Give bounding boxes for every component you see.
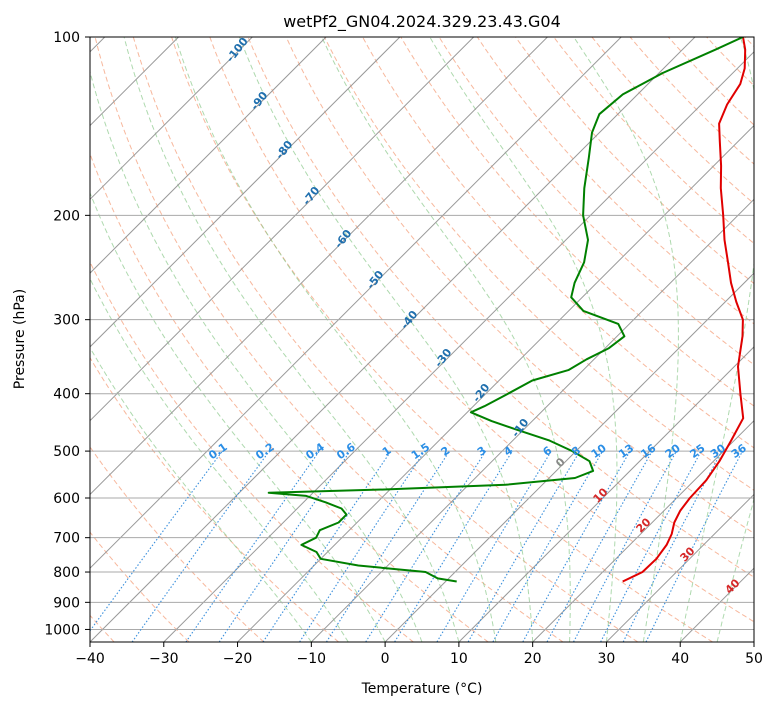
x-tick-label: 40	[671, 651, 689, 667]
isotherm-line	[753, 641, 754, 642]
y-tick-label: 400	[53, 387, 80, 403]
moist-adiabat	[679, 37, 754, 642]
mixing-ratio-line	[546, 450, 653, 642]
moist-adiabat	[90, 191, 386, 642]
mixing-ratio-line	[262, 450, 392, 642]
dry-adiabat	[209, 37, 754, 623]
moist-adiabat	[573, 37, 679, 642]
moist-adiabat	[239, 37, 534, 642]
dry-adiabat	[323, 37, 754, 491]
mixing-ratio-line	[90, 450, 223, 632]
x-tick-label: 20	[524, 651, 542, 667]
mixing-ratio-line	[218, 450, 351, 642]
mixing-ratio-line	[645, 450, 743, 642]
isotherm-line	[606, 493, 754, 642]
mixing-ratio-line	[299, 450, 426, 642]
mixing-ratio-line	[622, 450, 723, 642]
y-tick-label: 200	[53, 208, 80, 224]
dry-adiabat	[90, 531, 190, 642]
isotherm-line	[90, 37, 327, 274]
y-tick-label: 900	[53, 595, 80, 611]
isotherm-line	[90, 37, 548, 496]
dry-adiabat	[90, 152, 489, 642]
x-axis: −40 −30 −20 −10 0 10 20 30 40 50	[75, 642, 763, 667]
x-tick-label: 50	[745, 651, 763, 667]
isotherm-line	[90, 37, 401, 348]
isotherm-line	[310, 198, 754, 642]
dewpoint-profile-line	[267, 37, 744, 583]
moist-adiabat	[90, 277, 349, 642]
x-tick-label: 0	[381, 651, 390, 667]
mixing-ratio-line	[573, 450, 677, 642]
x-tick-label: −10	[297, 651, 327, 667]
plot-background	[90, 37, 754, 642]
x-tick-label: 10	[450, 651, 468, 667]
isotherm-line	[458, 346, 754, 642]
x-tick-label: 30	[598, 651, 616, 667]
dry-adiabat	[515, 37, 754, 285]
y-tick-label: 1000	[44, 622, 80, 638]
isotherm-line	[532, 419, 754, 642]
x-axis-label: Temperature (°C)	[361, 681, 483, 697]
y-tick-label: 100	[53, 30, 80, 46]
mixing-ratio-line	[365, 450, 487, 642]
y-tick-label: 500	[53, 444, 80, 460]
moist-adiabat	[429, 37, 618, 642]
isotherm-line	[90, 37, 622, 569]
x-tick-label: −20	[223, 651, 253, 667]
moist-adiabat	[321, 37, 571, 642]
mixing-ratio-line	[522, 450, 631, 642]
mixing-ratio-line	[436, 450, 552, 642]
moist-adiabat	[753, 640, 754, 642]
profile-lines	[267, 37, 747, 583]
y-tick-label: 700	[53, 531, 80, 547]
dry-adiabat	[94, 37, 564, 642]
mixing-ratio-line	[600, 450, 702, 642]
y-axis-label: Pressure (hPa)	[12, 289, 28, 389]
y-tick-label: 600	[53, 491, 80, 507]
isotherm-line	[90, 37, 253, 201]
isotherm-line	[90, 37, 696, 642]
moist-adiabat	[123, 37, 460, 642]
dry-adiabat	[132, 37, 639, 642]
dry-adiabat	[90, 356, 339, 642]
y-axis: 100 200 300 400 500 600 700 800 900 1000	[44, 30, 90, 638]
mixing-ratio-line	[325, 450, 450, 642]
plot-frame	[89, 36, 755, 643]
y-tick-label: 300	[53, 313, 80, 329]
isotherm-line	[90, 37, 475, 422]
background-lines	[90, 37, 754, 642]
isotherm-line	[384, 272, 754, 642]
x-tick-label: −30	[149, 651, 179, 667]
dry-adiabat	[171, 37, 713, 642]
x-tick-label: −40	[75, 651, 105, 667]
dry-adiabat	[438, 37, 754, 366]
isotherm-line	[237, 124, 754, 642]
mixing-ratio-line	[394, 450, 513, 642]
dry-adiabat	[362, 37, 754, 449]
moist-adiabat	[716, 497, 754, 642]
chart-title: wetPf2_GN04.2024.329.23.43.G04	[283, 12, 561, 32]
dry-adiabat	[90, 446, 265, 642]
temperature-profile-line	[622, 37, 747, 583]
y-tick-label: 800	[53, 565, 80, 581]
mixing-ratio-line	[131, 450, 270, 642]
isotherm-line	[163, 51, 754, 642]
